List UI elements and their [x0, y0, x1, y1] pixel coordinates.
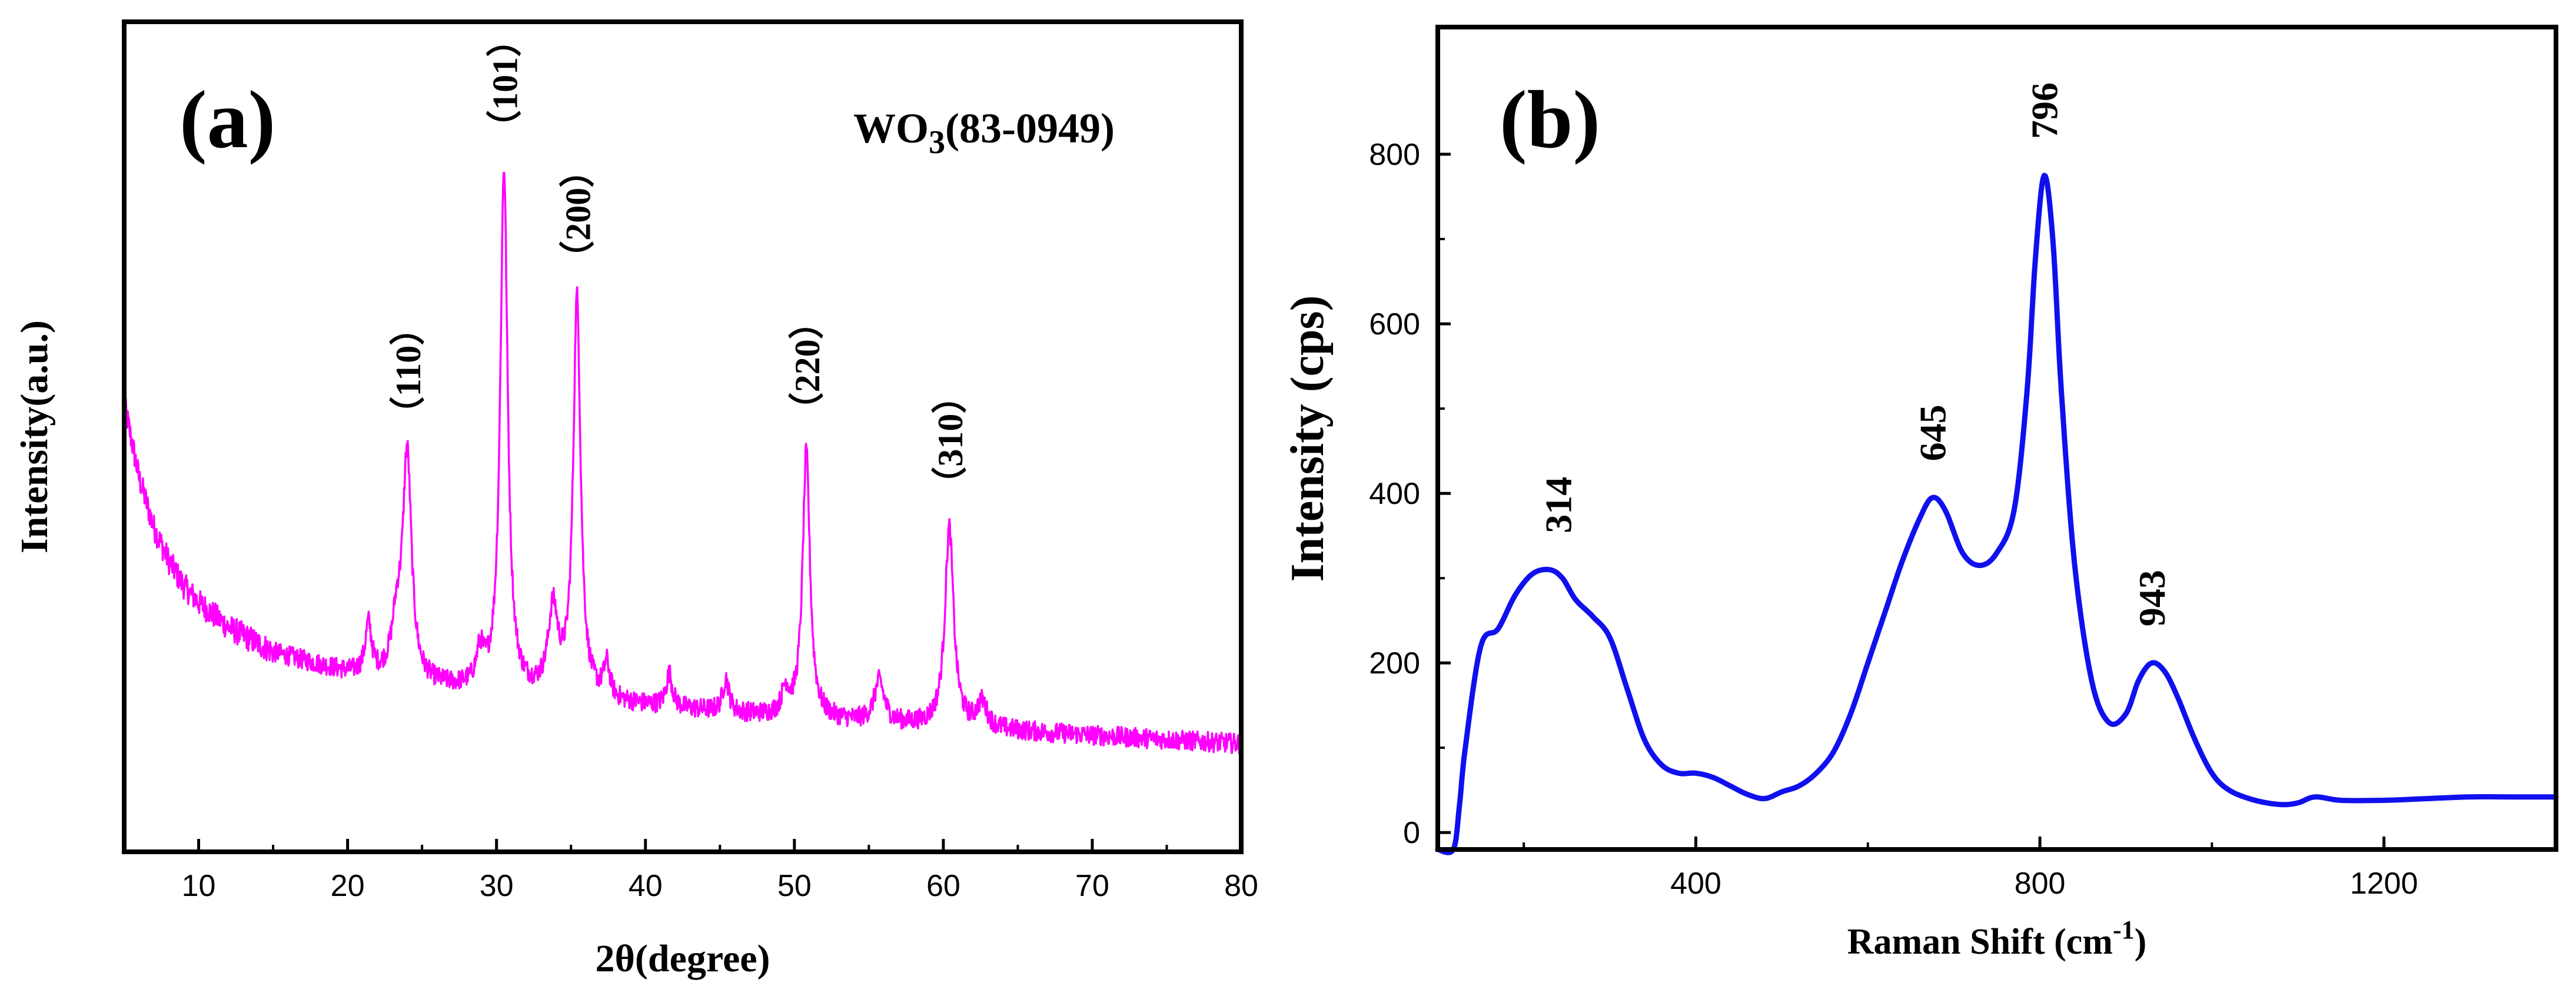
panel-a-label: (a): [180, 74, 275, 165]
raman-peak-label: 314: [1538, 477, 1580, 533]
xrd-title-main: WO: [853, 105, 929, 152]
xrd-peak-label: （200）: [558, 152, 597, 276]
panel-b-label: (b): [1500, 74, 1600, 165]
raman-y-tick-label: 200: [1369, 646, 1420, 681]
xrd-x-tick-label: 50: [777, 869, 812, 903]
xrd-pattern-line: [123, 171, 1242, 755]
raman-y-axis-label: Intensity (cps): [1282, 296, 1334, 582]
raman-plot-frame: [1435, 25, 2558, 852]
xrd-y-axis-label: Intensity(a.u.): [13, 320, 56, 553]
xrd-x-tick-label: 70: [1075, 869, 1109, 903]
raman-x-axis-label: Raman Shift (cm-1): [1847, 915, 2147, 962]
xrd-x-tick-label: 80: [1224, 869, 1258, 903]
xrd-x-tick-label: 10: [182, 869, 216, 903]
xrd-peak-label: （310）: [930, 379, 970, 502]
xrd-x-tick-label: 20: [331, 869, 365, 903]
xrd-chart: 10 20 30 40 50 60 70 80 （110） （101） （200） （220） （31…: [13, 19, 1258, 980]
xrd-x-tick-label: 40: [629, 869, 663, 903]
xrd-x-tick-label: 60: [926, 869, 960, 903]
raman-peak-label: 645: [1912, 404, 1953, 461]
raman-x-label-main: Raman Shift (cm: [1847, 922, 2113, 962]
raman-peak-label: 943: [2131, 570, 2173, 626]
xrd-peak-label: （101）: [485, 22, 524, 145]
xrd-title: WO3(83-0949): [853, 105, 1115, 161]
raman-x-tick-label: 400: [1670, 867, 1721, 901]
raman-peak-label: 796: [2023, 82, 2065, 139]
xrd-title-subscript: 3: [929, 124, 945, 161]
xrd-title-rest: (83-0949): [945, 105, 1115, 152]
raman-x-tick-label: 800: [2015, 867, 2066, 901]
xrd-x-tick-label: 30: [480, 869, 514, 903]
raman-y-tick-label: 0: [1403, 816, 1420, 850]
raman-x-tick-label: 1200: [2350, 867, 2418, 901]
xrd-peak-label: （220）: [787, 304, 827, 427]
xrd-peak-label: （110）: [388, 310, 428, 432]
raman-y-tick-label: 600: [1369, 307, 1420, 341]
raman-chart: 400 800 1200 0 200 400 600 800 314 645 796 943 (b)…: [1282, 25, 2559, 962]
raman-x-label-superscript: -1: [2113, 915, 2135, 944]
xrd-x-axis-label: 2θ(degree): [595, 937, 770, 980]
raman-spectrum-line: [1435, 172, 2559, 855]
raman-x-label-end: ): [2135, 922, 2147, 962]
xrd-plot-frame: [122, 19, 1244, 854]
raman-y-tick-label: 800: [1369, 138, 1420, 172]
raman-y-tick-label: 400: [1369, 477, 1420, 511]
